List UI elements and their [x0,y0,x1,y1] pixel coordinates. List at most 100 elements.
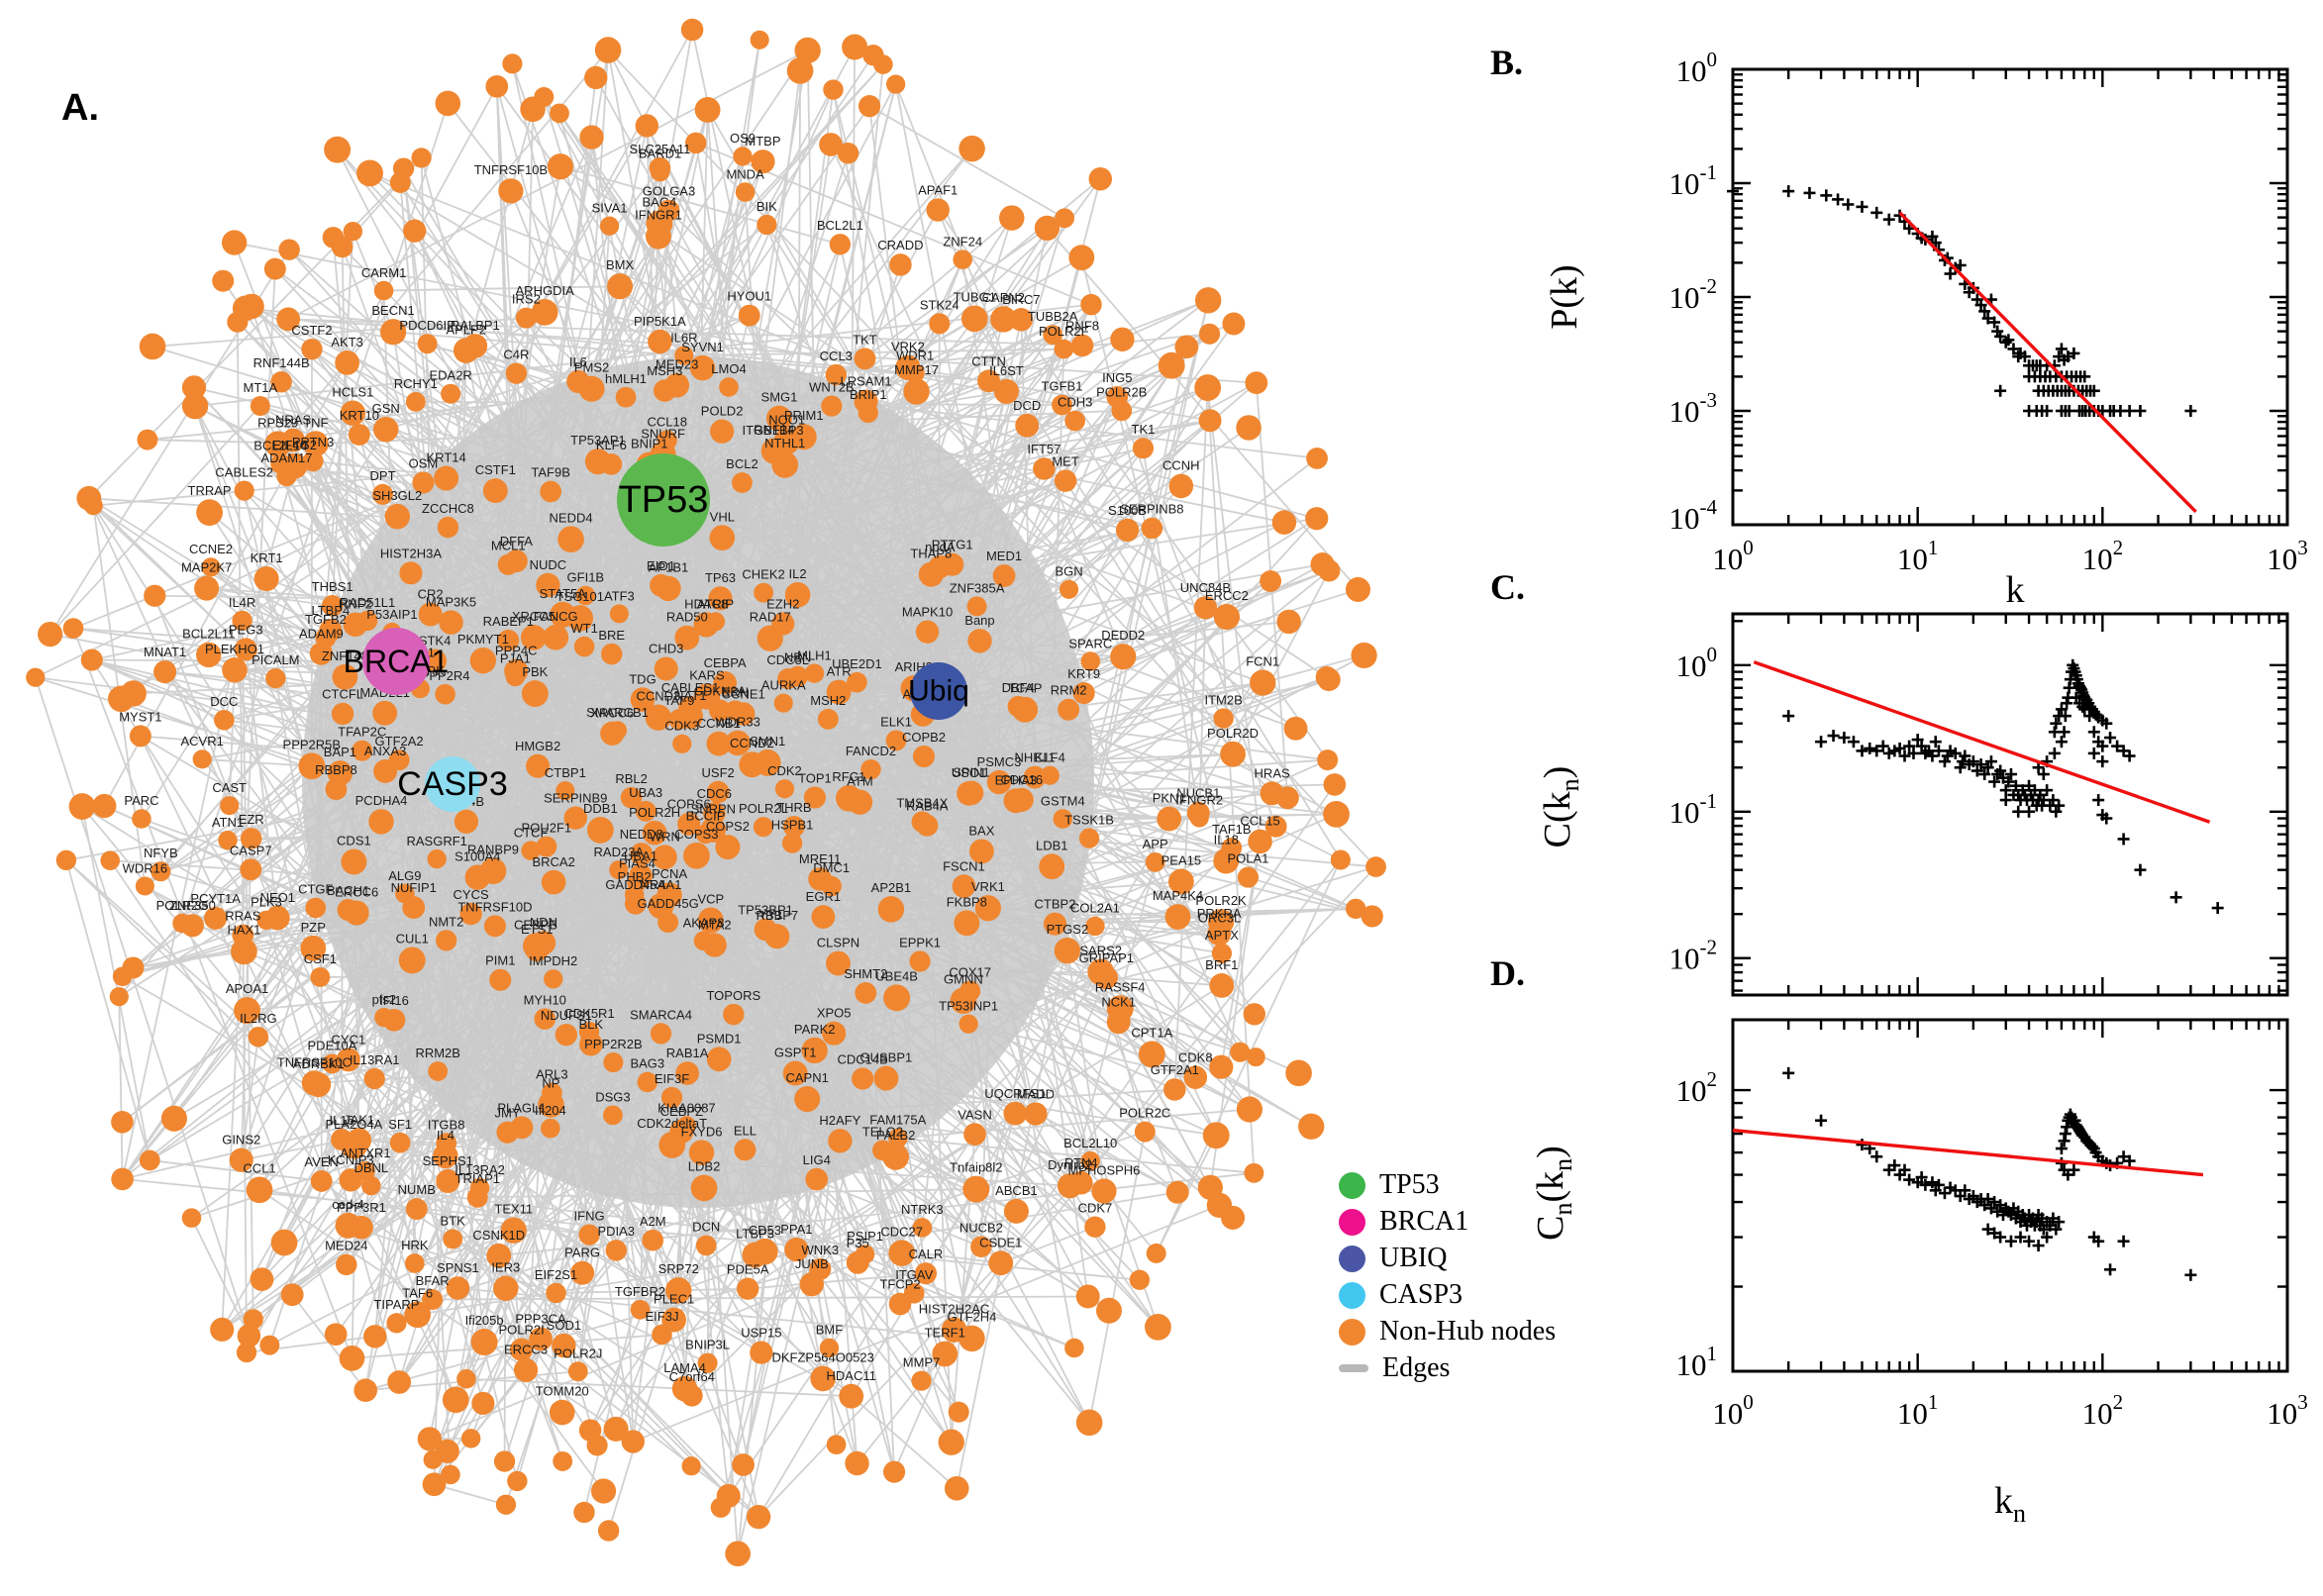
network-edge [907,366,1211,422]
network-edge [243,490,397,662]
tick-label: 100 [1676,48,1718,88]
network-edge [893,977,1108,1472]
network-edge [422,167,661,483]
tick-label: 10-4 [1669,495,1718,536]
network-edge [91,658,397,662]
network-edge [358,311,546,436]
legend-item-tp53: TP53 [1339,1169,1556,1200]
axis-title: C(kn) [1537,766,1584,848]
network-edge [431,1128,552,1301]
network-edge [938,529,1129,692]
plot-frame [1731,612,2289,997]
network-edge [498,1171,1255,1257]
network-edge [881,925,1096,1151]
network-edge [897,1108,1251,1140]
network-edge [662,334,1054,501]
network-graph: USF2CDC6COPS6SNRPNBCCIPCCNB1CDK3CCND2COP… [26,18,1386,1567]
tick-label: 100 [1712,1390,1754,1431]
network-edge [894,83,1125,657]
legend-label: BRCA1 [1379,1206,1469,1237]
legend-label: CASP3 [1379,1279,1464,1310]
legend-item-nonhub: Non-Hub nodes [1339,1316,1557,1347]
tick-label: 102 [2082,1390,2124,1431]
network-edge [452,167,661,785]
panel-label-b: B. [1490,43,1524,82]
tick-label: 103 [2267,536,2308,576]
network-edge [194,405,414,961]
legend-item-edges: Edges [1339,1352,1556,1383]
network-edge [938,425,1029,692]
network-edge [476,907,989,1199]
network-edge [194,405,358,914]
axis-ticks [1733,1020,2287,1371]
axis-title: kn [1994,1480,2026,1528]
legend-label: UBIQ [1379,1243,1448,1273]
network-edge [823,916,1121,1010]
nonhub-swatch-icon [1339,1318,1365,1346]
network-edge [718,791,1090,840]
panel-label-d: D. [1490,953,1525,993]
legend-item-brca1: BRCA1 [1339,1206,1556,1237]
network-edge [525,317,1223,954]
legend-label: Edges [1382,1352,1451,1383]
tick-label: 103 [2267,1390,2308,1431]
data-points [1727,185,2197,417]
network-edge [727,846,1037,1115]
network-edge [447,926,496,1182]
network-edge [511,63,664,501]
edge-swatch-icon [1339,1364,1368,1372]
fit-line [1732,1128,2204,1177]
tick-label: 102 [1676,1067,1718,1108]
tick-label: 10-1 [1669,160,1718,201]
legend-item-casp3: CASP3 [1339,1279,1556,1310]
tick-label: 10-2 [1669,274,1718,315]
fit-line [1898,211,2197,514]
legend-label: Non-Hub nodes [1379,1316,1557,1347]
network-edge [552,812,1199,1094]
network-edge [515,373,642,1310]
tick-label: 100 [1676,643,1718,683]
network-edge [447,527,670,896]
brca1-swatch-icon [1339,1208,1365,1236]
tick-label: 10-3 [1669,388,1718,429]
tick-label: 10-1 [1669,789,1718,830]
network-edge [250,868,958,1489]
tick-label: 100 [1712,536,1754,576]
axis-title: P(k) [1544,264,1585,329]
network-edge [744,425,1029,1150]
tick-label: 101 [1897,1390,1939,1431]
legend: TP53 BRCA1 UBIQ CASP3 Non-Hub nodes Edge… [1339,1169,1557,1383]
network-edge [313,1082,730,1497]
network-edge [347,622,453,1227]
tick-label: 102 [2082,536,2124,576]
plot-frame [1731,1018,2289,1373]
tick-label: 101 [1676,1342,1718,1382]
tick-label: 10-2 [1669,936,1718,976]
network-edge [868,106,965,887]
network-edge [445,137,593,479]
tick-label: 101 [1897,536,1939,576]
legend-item-ubiq: UBIQ [1339,1243,1556,1273]
network-edge [274,677,317,909]
legend-label: TP53 [1379,1169,1440,1200]
data-points [1782,1066,2197,1281]
network-edge [434,659,1107,979]
panel-label-c: C. [1490,567,1525,607]
plot-frame [1731,67,2289,527]
network-edge [224,687,421,722]
network-edge [260,881,639,1280]
panel-label-a: A. [61,87,99,129]
tp53-swatch-icon [1339,1171,1365,1199]
axis-ticks [1733,614,2287,995]
network-edge [938,690,1217,1137]
network-edge [998,528,1154,783]
ubiq-swatch-icon [1339,1245,1365,1272]
panel-b: 100 101 102 103 100 10-1 10-2 10-3 10-4 P(k) k [1544,48,2308,611]
casp3-swatch-icon [1339,1281,1365,1309]
network-edge [864,401,1057,925]
network-edge [348,1225,556,1294]
axis-ticks [1733,69,2287,525]
